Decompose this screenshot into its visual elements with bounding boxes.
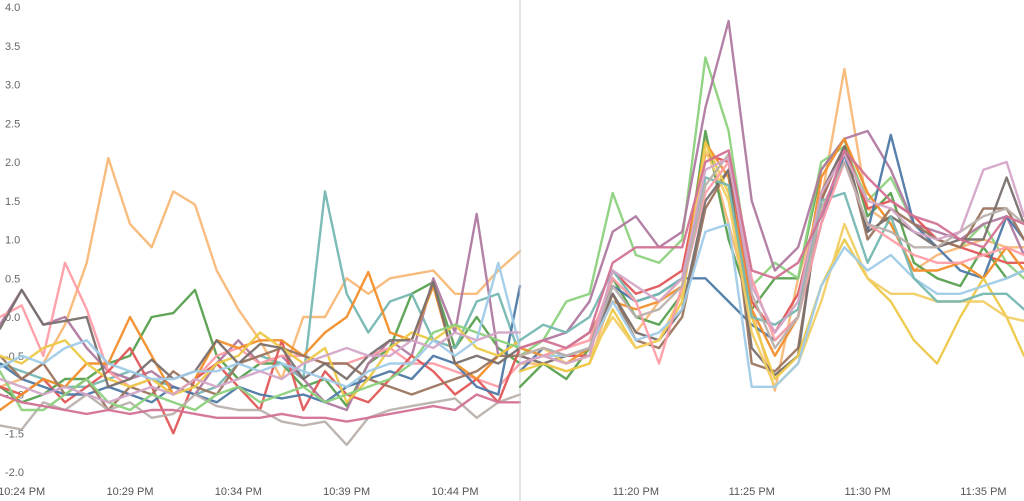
y-tick-label: 3.5 [5,41,20,53]
y-tick-label: -2.0 [5,467,24,479]
series-line-right-10 [518,141,1024,381]
x-tick-label: 11:25 PM [729,486,775,498]
series-line-left-11 [0,280,522,388]
series-line-right-16 [518,153,1024,365]
x-axis: 10:24 PM 10:29 PM 10:34 PM 10:39 PM 10:44 PM… [0,486,1007,498]
x-tick-label: 10:29 PM [106,486,153,498]
series-line-left-16 [0,393,522,423]
series-line-left-15 [0,331,522,404]
y-tick-label: 4.0 [5,2,20,14]
y-tick-label: 3.0 [5,80,20,92]
panel-left [0,156,522,447]
series-line-right-17 [518,149,1024,350]
x-tick-label: 10:39 PM [323,486,370,498]
panel-right [518,19,1024,392]
y-tick-label: -1.5 [5,428,24,440]
y-tick-label: 1.0 [5,235,20,247]
series-line-right-12 [518,222,1024,388]
series-line-left-13 [0,323,522,412]
x-tick-label: 10:34 PM [215,486,262,498]
x-tick-label: 11:20 PM [613,486,659,498]
x-tick-label: 11:35 PM [960,486,1006,498]
x-tick-label: 10:44 PM [431,486,478,498]
series-line-right-9 [518,145,1024,377]
x-tick-label: 10:24 PM [0,486,45,498]
series-line-left-5 [0,261,522,396]
series-line-right-4 [518,19,1024,350]
y-tick-label: 2.5 [5,118,20,130]
x-tick-label: 11:30 PM [844,486,890,498]
y-tick-label: 1.5 [5,196,20,208]
y-tick-label: 0.5 [5,273,20,285]
y-tick-label: 2.0 [5,157,20,169]
series-line-right-15 [518,153,1024,357]
